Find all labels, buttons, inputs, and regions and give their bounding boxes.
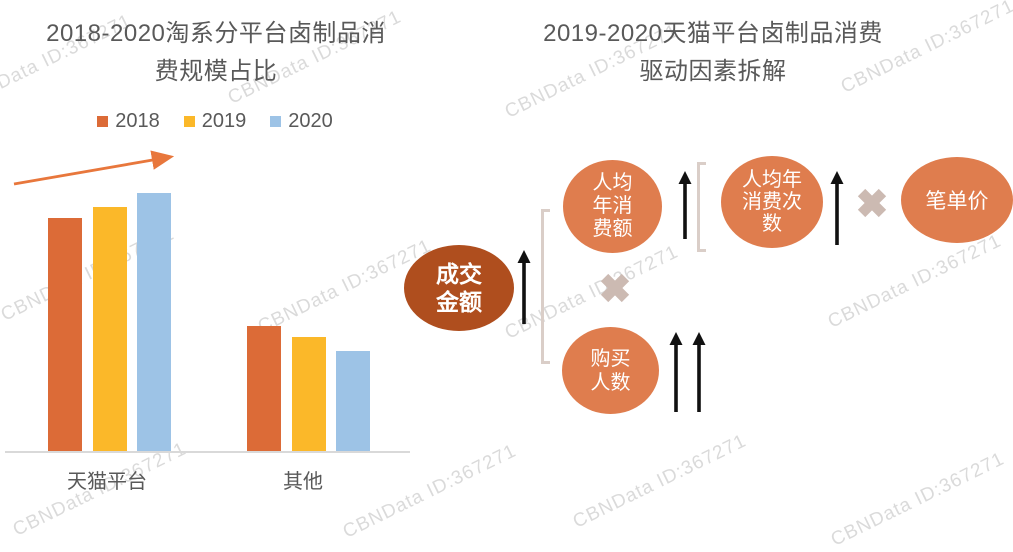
- node-gmv: 成交 金额: [404, 245, 514, 331]
- node-buyers-label: 购买 人数: [590, 347, 631, 394]
- bar-其他-2018: [247, 326, 281, 452]
- category-label-other: 其他: [283, 471, 323, 493]
- bar-chart-title-line1: 2018-2020淘系分平台卤制品消: [46, 20, 386, 47]
- node-purchase-frequency-label: 人均年 消费次 数: [742, 169, 802, 235]
- legend-swatch-icon: [183, 116, 195, 127]
- node-purchase-frequency: 人均年 消费次 数: [721, 156, 823, 248]
- bar-其他-2020: [336, 351, 370, 452]
- bar-天猫平台-2018: [48, 218, 82, 452]
- up-arrow-icon: [678, 171, 692, 239]
- bar-天猫平台-2019: [92, 207, 127, 452]
- legend-item-2020: 2020: [270, 110, 333, 133]
- node-gmv-label: 成交 金额: [436, 261, 482, 315]
- node-annual-spend: 人均 年消 费额: [563, 160, 662, 253]
- bar-plot: [0, 0, 440, 509]
- chart-legend: 2018 2019 2020: [0, 110, 430, 133]
- multiply-icon: [857, 188, 887, 218]
- up-arrow-icon: [830, 171, 844, 245]
- legend-label: 2019: [201, 110, 247, 132]
- watermark-text: CBNData ID:367271: [824, 230, 1005, 333]
- node-annual-spend-label: 人均 年消 费额: [592, 172, 633, 240]
- watermark-text: CBNData ID:367271: [569, 430, 750, 533]
- legend-label: 2018: [115, 110, 160, 132]
- legend-item-2018: 2018: [97, 110, 160, 133]
- diagram-title: 2019-2020天猫平台卤制品消费 驱动因素拆解: [498, 15, 928, 91]
- category-label-tmall: 天猫平台: [67, 471, 147, 493]
- bar-天猫平台-2020: [137, 192, 171, 452]
- node-buyers: 购买 人数: [562, 327, 659, 414]
- node-order-price: 笔单价: [901, 157, 1013, 243]
- grouping-bracket-icon: [541, 209, 550, 364]
- trend-up-arrow-icon: [13, 150, 175, 186]
- legend-item-2019: 2019: [183, 110, 247, 133]
- bar-其他-2019: [291, 336, 326, 452]
- legend-swatch-icon: [97, 116, 109, 127]
- watermark-text: CBNData ID:367271: [827, 448, 1008, 551]
- node-order-price-label: 笔单价: [925, 190, 989, 213]
- bar-chart-title: 2018-2020淘系分平台卤制品消 费规模占比: [8, 15, 424, 91]
- bar-chart-title-line2: 费规模占比: [154, 58, 278, 85]
- double-up-arrow-icon: [669, 332, 706, 412]
- up-arrow-icon: [517, 250, 531, 324]
- legend-label: 2020: [288, 110, 333, 132]
- diagram-title-line2: 驱动因素拆解: [639, 58, 787, 85]
- multiply-icon: [600, 273, 630, 303]
- grouping-bracket-icon: [697, 162, 706, 252]
- x-axis-line: [5, 451, 410, 453]
- legend-swatch-icon: [270, 116, 282, 127]
- diagram-title-line1: 2019-2020天猫平台卤制品消费: [543, 20, 883, 47]
